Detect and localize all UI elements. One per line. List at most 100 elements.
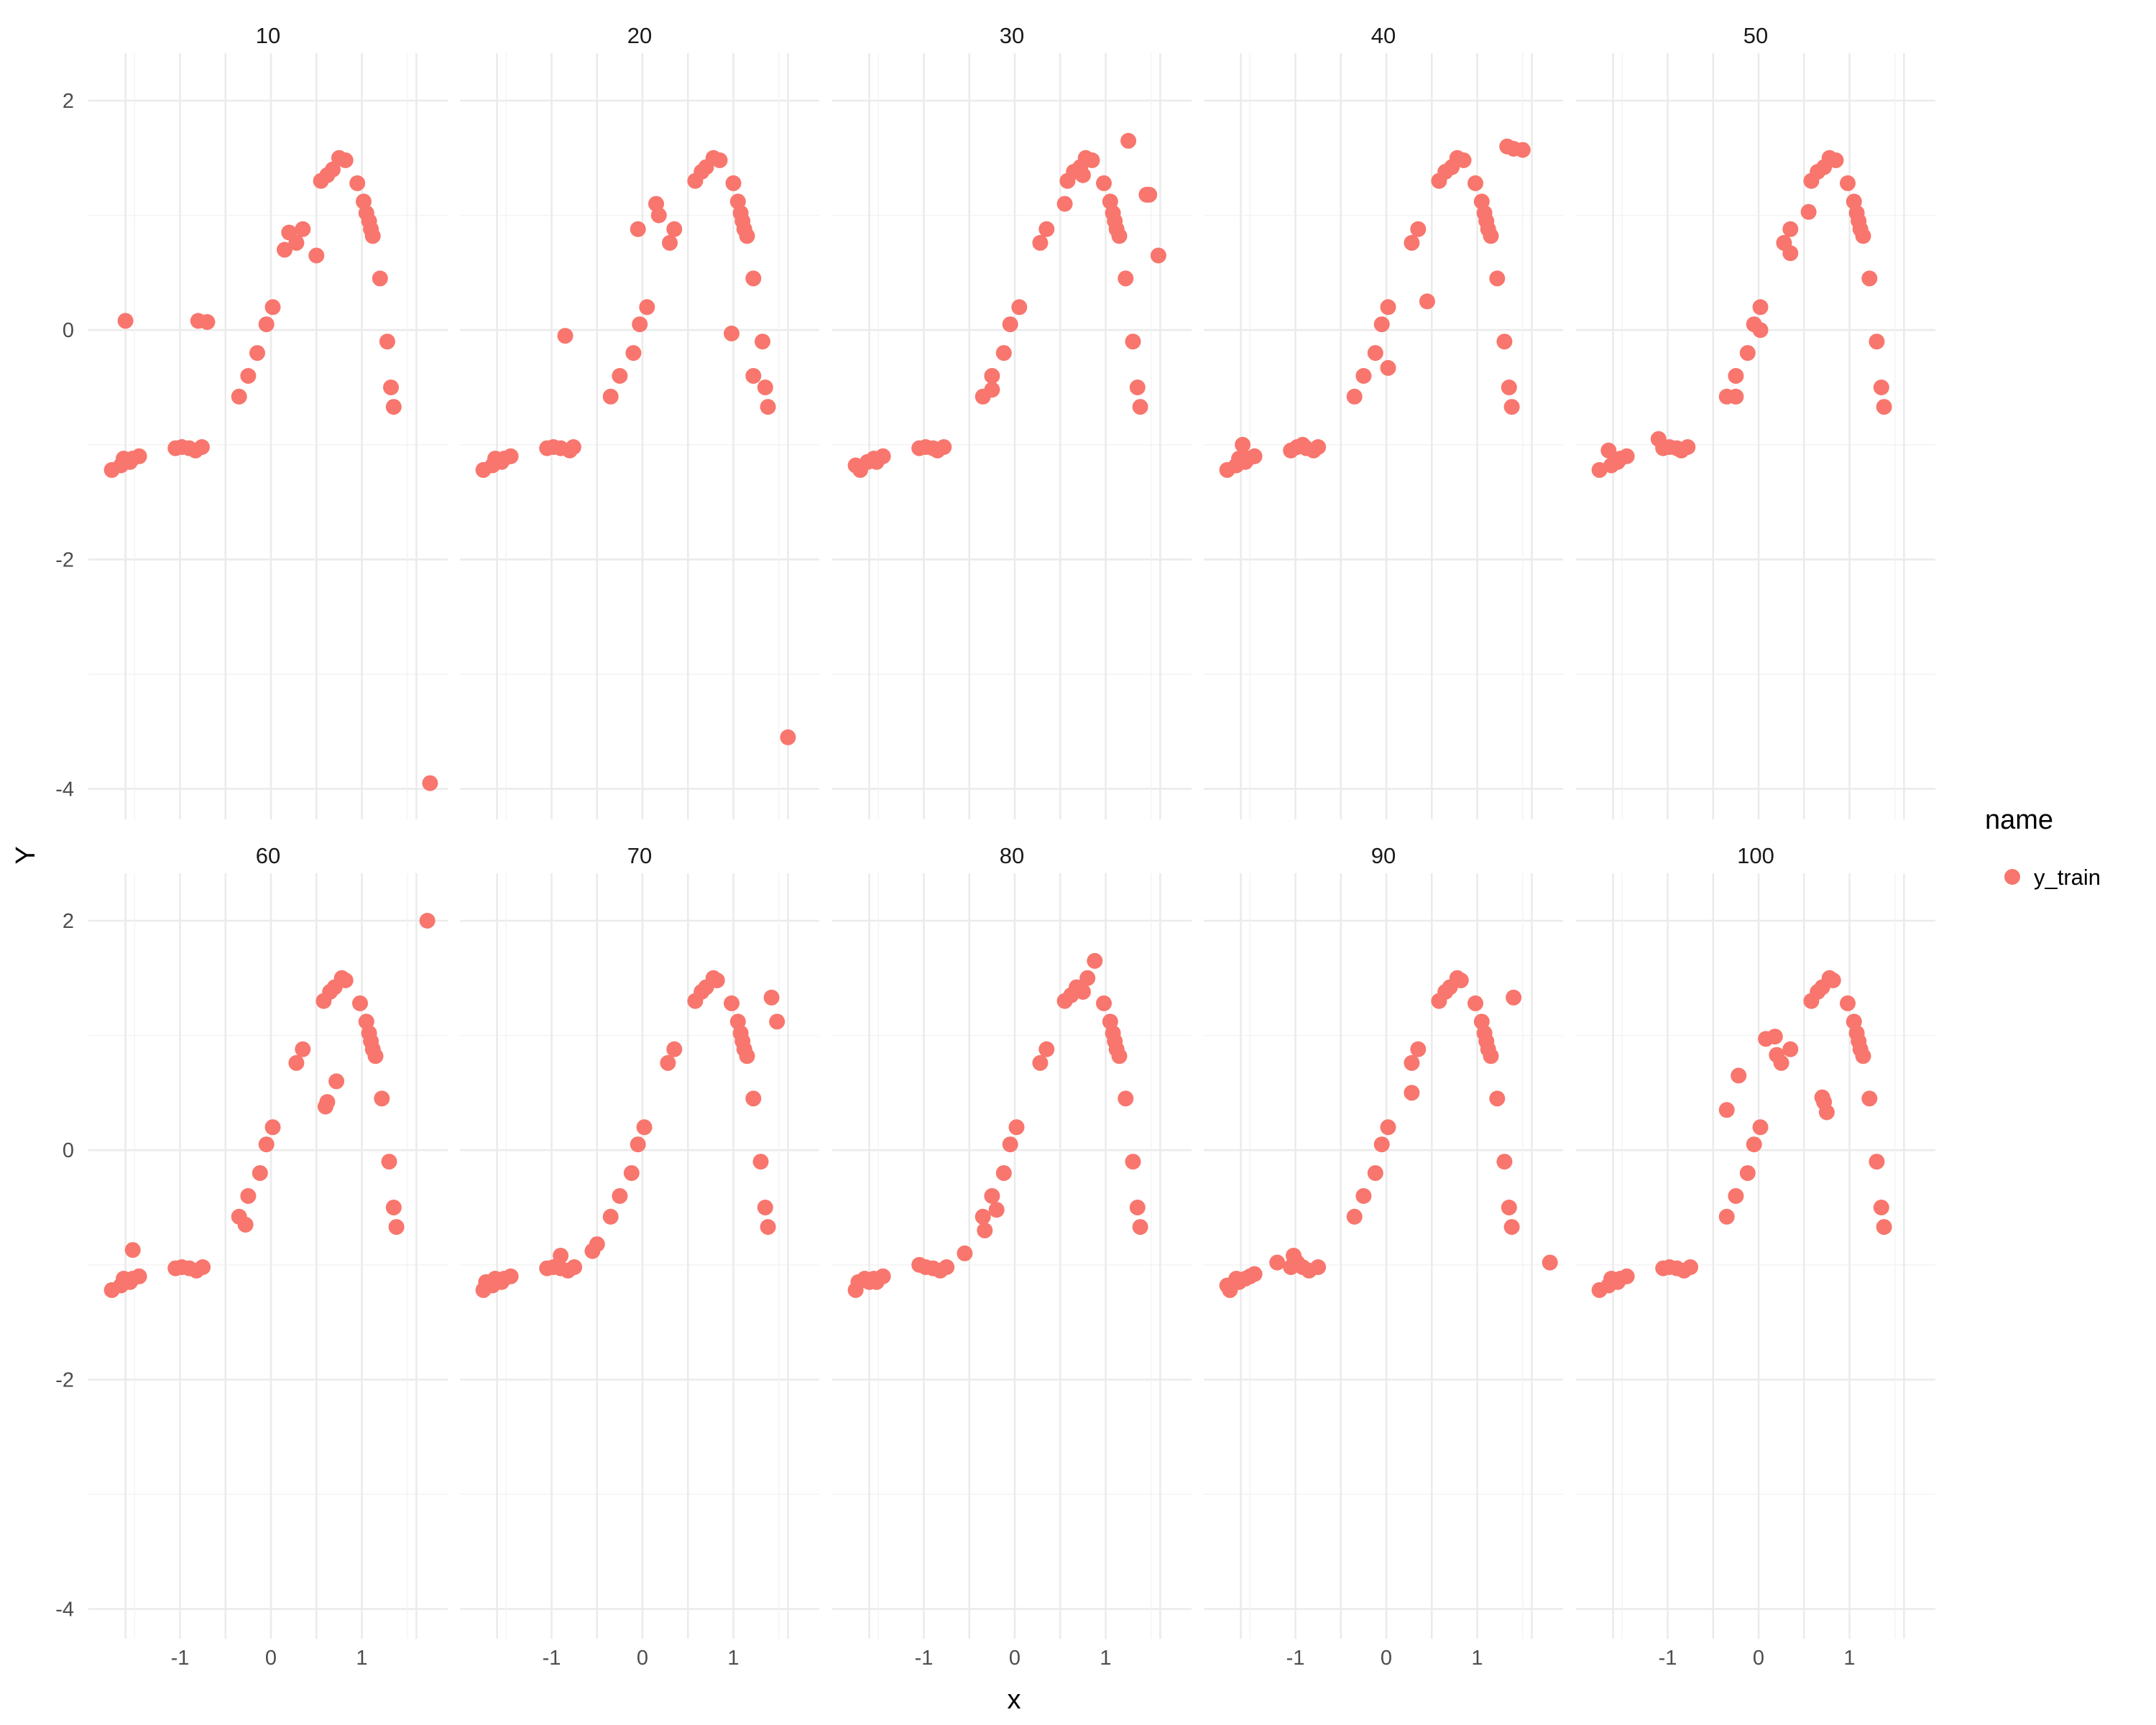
data-point (1096, 995, 1112, 1011)
data-point (249, 345, 265, 362)
data-point (1087, 952, 1103, 969)
x-tick-label: -1 (1659, 1647, 1677, 1670)
data-point (1008, 1119, 1025, 1136)
data-point (1861, 270, 1878, 287)
data-point (625, 345, 642, 362)
data-point (381, 1154, 397, 1170)
data-point (258, 1136, 275, 1153)
x-tick-label: -1 (543, 1647, 561, 1670)
data-point (1410, 221, 1427, 237)
data-point (1038, 1041, 1055, 1057)
legend-label-y-train: y_train (2034, 865, 2101, 890)
x-tick-label: 0 (1009, 1647, 1021, 1670)
data-point (1682, 1259, 1699, 1275)
data-point (349, 175, 366, 191)
facet-strip-label: 80 (1000, 843, 1024, 868)
data-point (760, 399, 776, 415)
data-point (1739, 1165, 1756, 1182)
x-tick-label: -1 (915, 1647, 934, 1670)
data-point (379, 334, 395, 350)
data-point (984, 382, 1000, 398)
data-point (1367, 345, 1383, 362)
data-point (660, 1054, 676, 1071)
data-point (258, 316, 275, 333)
data-point (1489, 1090, 1506, 1107)
data-point (745, 1090, 762, 1107)
data-point (252, 1165, 268, 1182)
data-point (1506, 989, 1522, 1006)
data-point (385, 1200, 402, 1215)
data-point (739, 1048, 755, 1064)
data-point (752, 1154, 769, 1170)
facet-strip-label: 50 (1743, 23, 1768, 48)
data-point (231, 388, 247, 405)
data-point (875, 448, 891, 464)
data-point (1752, 1119, 1769, 1136)
x-axis-title: x (1008, 1685, 1021, 1715)
data-point (1483, 228, 1499, 244)
data-point (308, 247, 325, 264)
data-point (1876, 1219, 1892, 1236)
data-point (757, 380, 773, 395)
data-point (984, 368, 1000, 384)
data-point (662, 234, 678, 251)
data-point (352, 995, 368, 1011)
data-point (1132, 399, 1148, 415)
data-point (1455, 152, 1472, 168)
data-point (557, 328, 573, 344)
data-point (1346, 1208, 1363, 1225)
y-tick-label: -2 (55, 548, 74, 571)
data-point (612, 368, 628, 384)
data-point (1680, 439, 1696, 455)
y-tick-label: 2 (63, 910, 74, 933)
data-point (1346, 388, 1363, 405)
data-point (1367, 1165, 1383, 1182)
data-point (632, 316, 648, 333)
facet-panel-30: 30 (832, 23, 1192, 819)
x-tick-label: 1 (1100, 1647, 1111, 1670)
data-point (1728, 1188, 1744, 1204)
data-point (1782, 221, 1799, 237)
data-point (264, 299, 281, 316)
data-point (630, 221, 646, 237)
facet-strip-label: 40 (1371, 23, 1396, 48)
data-point (1032, 1054, 1049, 1071)
data-point (1355, 368, 1372, 384)
data-point (724, 995, 740, 1011)
data-point (1129, 380, 1146, 395)
data-point (383, 380, 399, 395)
data-point (1731, 1067, 1747, 1084)
data-point (1246, 1266, 1263, 1282)
data-point (237, 1216, 254, 1233)
data-point (1111, 228, 1128, 244)
y-tick-label: 0 (63, 1139, 74, 1162)
data-point (1752, 322, 1769, 339)
data-point (939, 1259, 955, 1275)
facet-panel-50: 50 (1576, 23, 1935, 819)
data-point (977, 1222, 993, 1238)
data-point (650, 207, 667, 224)
data-point (1404, 234, 1420, 251)
data-point (502, 1268, 519, 1284)
data-point (1380, 359, 1396, 376)
data-point (1141, 186, 1158, 203)
x-tick-label: 0 (1753, 1647, 1764, 1670)
data-point (1782, 1041, 1799, 1057)
data-point (589, 1236, 605, 1253)
data-point (769, 1013, 786, 1030)
y-tick-label: -2 (55, 1368, 74, 1392)
data-point (602, 1208, 619, 1225)
data-point (1818, 1104, 1835, 1121)
data-point (295, 221, 311, 237)
facet-strip-label: 20 (627, 23, 652, 48)
data-point (1869, 334, 1885, 350)
data-point (995, 345, 1012, 362)
x-tick-label: -1 (1286, 1647, 1305, 1670)
data-point (639, 299, 655, 316)
data-point (711, 152, 728, 168)
data-point (199, 314, 216, 330)
x-tick-label: 0 (1381, 1647, 1392, 1670)
data-point (325, 161, 341, 178)
data-point (1011, 299, 1028, 316)
